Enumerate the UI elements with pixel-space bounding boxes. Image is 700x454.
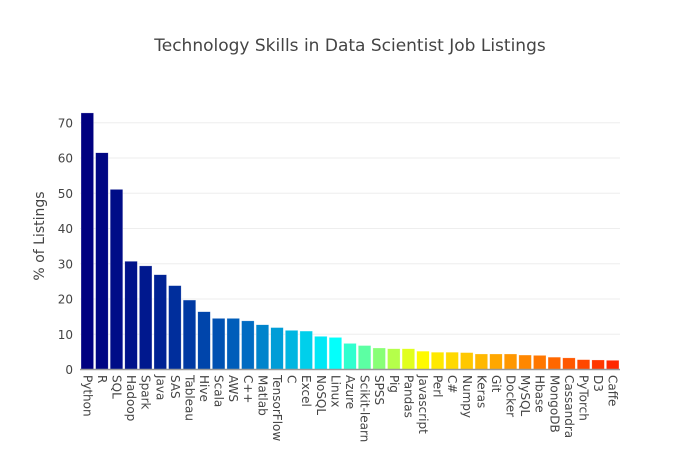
bar-pig[interactable] (387, 348, 401, 370)
x-tick-label: C (285, 375, 299, 383)
x-tick-label: TensorFlow (270, 374, 284, 441)
x-tick-label: C# (445, 375, 459, 393)
bar-cassandra[interactable] (562, 357, 576, 370)
bar-hbase[interactable] (533, 355, 547, 370)
bar-pandas[interactable] (401, 348, 415, 370)
chart-title: Technology Skills in Data Scientist Job … (153, 36, 546, 56)
bar-sql[interactable] (109, 189, 124, 370)
x-tick-label: Perl (431, 375, 445, 397)
x-tick-label: Java (153, 374, 167, 400)
x-tick-label: NoSQL (314, 375, 328, 415)
x-tick-label: Pandas (401, 375, 415, 418)
bar-hive[interactable] (197, 311, 211, 370)
x-tick-label: Caffe (606, 375, 620, 406)
bar-mongodb[interactable] (547, 356, 561, 370)
bar-pytorch[interactable] (576, 359, 591, 370)
x-tick-label: Numpy (460, 375, 474, 418)
bar-git[interactable] (489, 353, 503, 370)
bar-linux[interactable] (328, 337, 342, 370)
x-tick-label: Hbase (533, 375, 547, 413)
bar-scala[interactable] (212, 318, 226, 370)
bar-tensorflow[interactable] (270, 327, 284, 370)
bar-r[interactable] (95, 152, 109, 370)
x-tick-label: Python (80, 375, 94, 417)
bar-sas[interactable] (168, 285, 182, 370)
bar-keras[interactable] (474, 353, 488, 370)
x-tick-label: SAS (168, 375, 182, 399)
x-tick-label: Scala (212, 375, 226, 407)
x-tick-label: Git (489, 375, 503, 393)
bar-perl[interactable] (431, 351, 445, 370)
bar-java[interactable] (153, 274, 167, 370)
x-tick-label: Azure (343, 375, 357, 409)
y-tick-label: 60 (58, 152, 73, 166)
x-tick-label: Hive (197, 375, 211, 402)
x-tick-label: Cassandra (562, 375, 576, 438)
bar-spark[interactable] (139, 265, 153, 370)
bar-caffe[interactable] (606, 360, 620, 370)
x-tick-label: Matlab (255, 375, 269, 416)
x-tick-label: Tableau (182, 374, 196, 421)
x-tick-label: Excel (299, 375, 313, 407)
x-tick-label: Pig (387, 375, 401, 393)
x-tick-label: SQL (109, 375, 123, 399)
x-tick-label: Spark (139, 375, 153, 410)
x-tick-label: Docker (504, 375, 518, 417)
y-tick-label: 30 (58, 257, 73, 271)
y-tick-label: 20 (58, 293, 73, 307)
y-tick-label: 70 (58, 116, 73, 130)
y-tick-label: 10 (58, 328, 73, 342)
x-tick-label: Javascript (416, 374, 430, 434)
x-tick-label: AWS (226, 375, 240, 402)
bar-aws[interactable] (226, 318, 240, 370)
bar-python[interactable] (80, 112, 94, 370)
bar-mysql[interactable] (518, 354, 532, 370)
bar-numpy[interactable] (460, 352, 474, 370)
y-tick-label: 0 (65, 363, 73, 377)
bar-azure[interactable] (343, 343, 357, 370)
bar-hadoop[interactable] (124, 261, 138, 370)
x-tick-label: R (95, 375, 109, 383)
bar-nosql[interactable] (314, 336, 328, 370)
x-tick-label: Hadoop (124, 375, 138, 421)
x-tick-label: Linux (328, 375, 342, 407)
bar-c[interactable] (285, 330, 299, 370)
y-tick-label: 50 (58, 187, 73, 201)
y-axis-label: % of Listings (32, 191, 48, 280)
bar-docker[interactable] (504, 353, 518, 370)
x-tick-label: SPSS (372, 375, 386, 405)
x-tick-label: MongoDB (547, 375, 561, 433)
x-tick-label: C++ (241, 375, 255, 404)
bar-scikit-learn[interactable] (358, 345, 372, 370)
x-tick-label: Keras (474, 375, 488, 408)
bar-c-[interactable] (241, 320, 255, 370)
bar-c-[interactable] (445, 351, 459, 370)
x-tick-label: PyTorch (577, 375, 591, 421)
bar-excel[interactable] (299, 330, 313, 370)
x-tick-label: MySQL (518, 375, 532, 417)
bar-d3[interactable] (591, 359, 605, 370)
y-tick-label: 40 (58, 222, 73, 236)
bar-spss[interactable] (372, 347, 386, 370)
x-tick-label: D3 (591, 375, 605, 392)
x-tick-label: Scikit-learn (358, 375, 372, 442)
bar-javascript[interactable] (416, 350, 430, 370)
bar-matlab[interactable] (255, 324, 269, 370)
bar-tableau[interactable] (182, 299, 196, 370)
